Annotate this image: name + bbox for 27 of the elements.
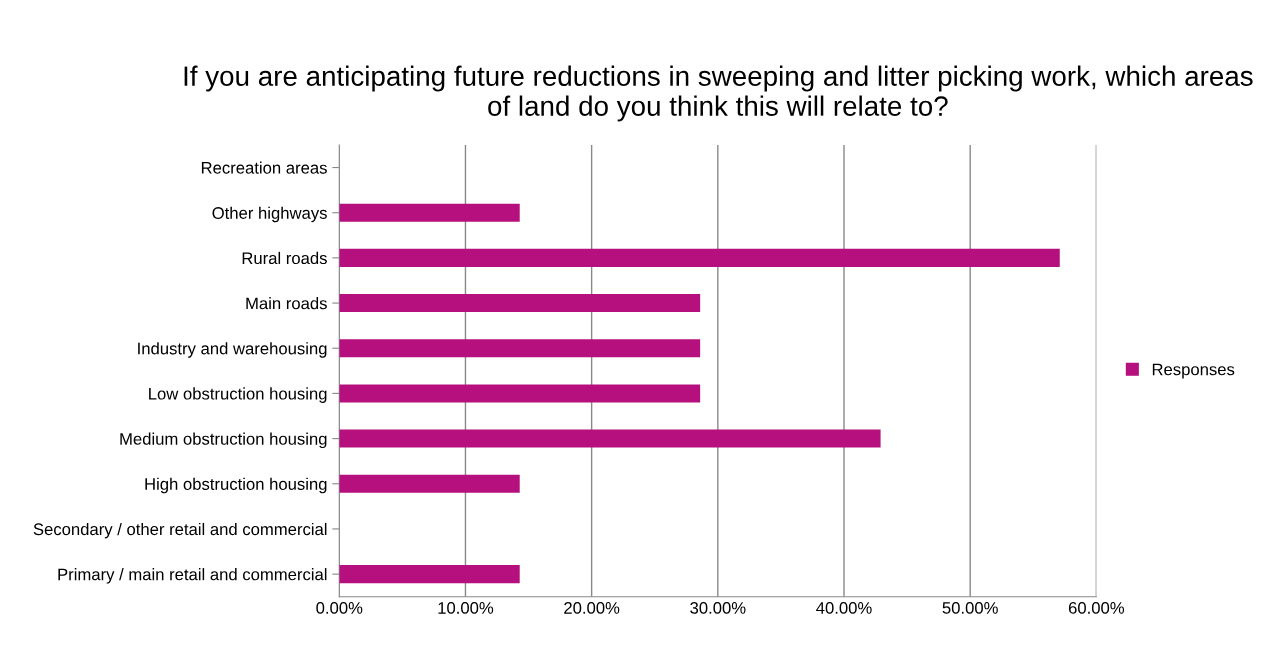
bar <box>339 384 701 403</box>
bar <box>339 339 701 358</box>
bar <box>339 248 1060 267</box>
x-tick-label: 50.00% <box>942 602 998 614</box>
bar <box>339 294 701 313</box>
y-tick-label: Secondary / other retail and commercial <box>33 522 327 539</box>
x-tick-label: 40.00% <box>816 602 872 614</box>
y-tick-label: Rural roads <box>242 251 327 265</box>
y-tick-label: High obstruction housing <box>145 477 327 494</box>
y-tick-label: Low obstruction housing <box>149 387 327 403</box>
bar <box>339 565 520 584</box>
bar <box>339 203 520 222</box>
y-tick-label: Industry and warehousing <box>138 342 327 358</box>
x-tick-label: 30.00% <box>690 602 746 614</box>
chart-title: If you are anticipating future reductions in sweeping and litter picking work, which areas of land do you think this will relate to? <box>184 65 1253 122</box>
x-tick-label: 10.00% <box>438 602 494 614</box>
y-tick-label: Medium obstruction housing <box>120 432 327 449</box>
legend-label: Responses <box>1152 363 1235 379</box>
x-tick-label: 20.00% <box>564 602 620 614</box>
bar <box>339 474 520 493</box>
y-tick-label: Main roads <box>246 297 327 310</box>
bar <box>339 429 881 448</box>
y-tick-label: Other highways <box>212 206 327 223</box>
x-tick-label: 0.00% <box>316 602 363 614</box>
y-tick-label: Recreation areas <box>201 161 327 174</box>
y-tick-label: Primary / main retail and commercial <box>58 568 327 584</box>
x-tick-label: 60.00% <box>1068 602 1125 614</box>
